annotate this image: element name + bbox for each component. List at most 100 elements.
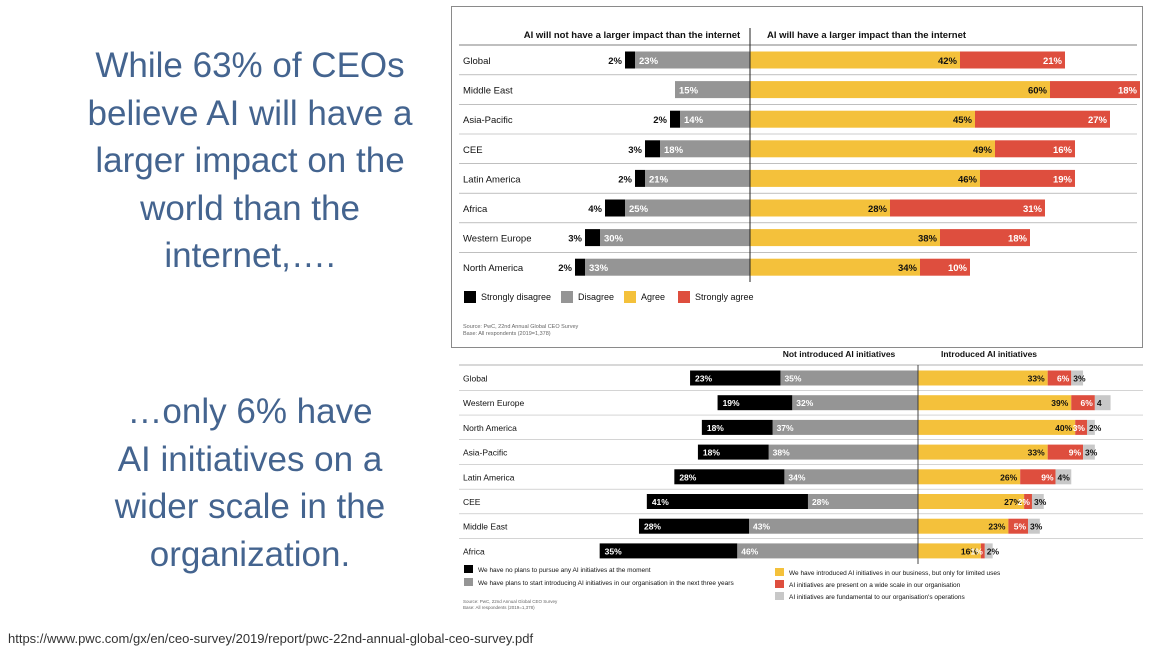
chart-1-bar-agree — [750, 51, 960, 69]
chart-2-bar-no-plans — [701, 419, 773, 435]
chart-1-bar-strongly-agree — [940, 229, 1030, 247]
chart-2-bar-plans — [772, 419, 918, 435]
chart-2-label-no-plans: 18% — [703, 448, 720, 458]
chart-2-label-no-plans: 19% — [723, 398, 740, 408]
chart-2-bar-fundamental — [984, 543, 993, 559]
chart-2-label-no-plans: 41% — [652, 497, 669, 507]
chart-2-bar-fundamental — [1028, 518, 1040, 534]
chart-2-bar-fundamental — [1071, 370, 1084, 386]
chart-2-bar-fundamental — [1031, 494, 1044, 509]
chart-1-label-strongly-agree: 18% — [1118, 86, 1138, 97]
chart-1-bar-strongly-agree — [995, 140, 1075, 158]
chart-2-label-plans: 38% — [773, 448, 790, 458]
chart-2-legend-swatch — [775, 580, 784, 588]
chart-2-bar-fundamental — [1083, 444, 1095, 460]
chart-1-label-strongly-agree: 19% — [1053, 174, 1073, 185]
chart-2-label-fundamental: 4 — [1097, 398, 1102, 408]
chart-2-label-plans: 37% — [777, 423, 794, 433]
chart-2-label-fundamental: 4% — [1058, 472, 1071, 482]
chart-2-label-wide-scale: 2% — [1018, 497, 1031, 507]
headline-line: world than the — [140, 188, 360, 228]
chart-2-bar-wide-scale — [1024, 494, 1032, 509]
chart-1-legend-swatch — [678, 291, 690, 303]
source-url[interactable]: https://www.pwc.com/gx/en/ceo-survey/201… — [8, 631, 534, 646]
chart-2-label-no-plans: 28% — [644, 522, 661, 532]
chart-2-bar-limited — [918, 518, 1009, 534]
chart-2-bar-wide-scale — [1075, 419, 1087, 435]
chart-2-category-label: North America — [463, 423, 517, 433]
chart-1-legend-label: Agree — [641, 292, 665, 302]
chart-1-label-agree: 45% — [953, 115, 973, 126]
chart-2-bar-fundamental — [1086, 419, 1095, 435]
chart-2-label-wide-scale: 9% — [1069, 448, 1082, 458]
chart-1-bar-strongly-disagree — [670, 110, 680, 128]
chart-2-bar-plans — [768, 444, 918, 460]
chart-1-label-strongly-agree: 16% — [1053, 145, 1073, 156]
chart-2-label-wide-scale: 6% — [1081, 398, 1094, 408]
chart-2-label-fundamental: 3% — [1030, 522, 1043, 532]
chart-2-category-label: Latin America — [463, 472, 515, 482]
headline-line: …only 6% have — [127, 392, 373, 431]
chart-2-label-fundamental: 2% — [987, 546, 1000, 556]
chart-2-label-no-plans: 28% — [679, 472, 696, 482]
chart-1-legend-swatch — [624, 291, 636, 303]
chart-2-label-wide-scale: 3% — [1073, 423, 1086, 433]
chart-1-label-disagree: 33% — [589, 263, 609, 274]
chart-2-label-limited: 16% — [961, 546, 978, 556]
chart-1-bar-agree — [750, 140, 995, 158]
chart-1-label-agree: 60% — [1028, 86, 1048, 97]
chart-1-legend-label: Strongly disagree — [481, 292, 551, 302]
headline-line: organization. — [149, 534, 351, 574]
chart-1-label-strongly-disagree: 3% — [628, 145, 642, 156]
chart-2-legend-label: AI initiatives are fundamental to our or… — [789, 594, 966, 601]
chart-2-label-limited: 33% — [1028, 374, 1045, 384]
chart-2-bar-no-plans — [674, 469, 785, 485]
chart-2-label-limited: 23% — [988, 522, 1005, 532]
chart-1-label-strongly-disagree: 4% — [588, 204, 602, 215]
chart-1-bar-agree — [750, 169, 980, 187]
chart-2-bar-no-plans — [697, 444, 769, 460]
chart-2-label-plans: 46% — [741, 546, 758, 556]
chart-2-bar-no-plans — [646, 494, 808, 509]
chart-1-bar-strongly-agree — [980, 169, 1075, 187]
chart-1-label-disagree: 25% — [629, 204, 649, 215]
chart-1-bar-disagree — [625, 199, 750, 217]
chart-2-bar-wide-scale — [980, 543, 985, 559]
chart-1-category-label: Asia-Pacific — [463, 115, 513, 126]
chart-2-label-plans: 32% — [796, 398, 813, 408]
chart-1-label-disagree: 18% — [664, 145, 684, 156]
headline-line: larger impact on the — [95, 141, 405, 180]
chart-2-bar-limited — [918, 494, 1025, 509]
chart-2-legend-swatch — [464, 565, 473, 573]
chart-1-label-strongly-agree: 21% — [1043, 56, 1063, 67]
chart-2-label-plans: 34% — [788, 472, 805, 482]
chart-2-label-wide-scale: 6% — [1057, 374, 1070, 384]
chart-2-source: Source: PwC, 22nd Annual Global CEO Surv… — [463, 599, 558, 604]
chart-2-legend-label: We have no plans to pursue any AI initia… — [478, 567, 651, 574]
chart-1-bar-strongly-agree — [975, 110, 1110, 128]
chart-1-label-agree: 46% — [958, 174, 978, 185]
chart-1-label-agree: 38% — [918, 234, 938, 245]
chart-1-label-agree: 49% — [973, 145, 993, 156]
chart-1-label-strongly-disagree: 2% — [653, 115, 667, 126]
chart-2-label-limited: 39% — [1051, 398, 1068, 408]
chart-1-bar-strongly-disagree — [645, 140, 660, 158]
chart-2-bar-plans — [784, 469, 918, 485]
chart-2-label-limited: 26% — [1000, 472, 1017, 482]
chart-1-bar-disagree — [660, 140, 750, 158]
chart-1-bar-disagree — [585, 258, 750, 276]
chart-2-bar-plans — [780, 370, 918, 386]
chart-1-label-strongly-agree: 27% — [1088, 115, 1108, 126]
headline-line: internet,…. — [164, 236, 336, 275]
chart-2-label-fundamental: 3% — [1085, 448, 1098, 458]
chart-1-label-disagree: 14% — [684, 115, 704, 126]
chart-2-label-plans: 35% — [784, 374, 801, 384]
chart-1-bar-agree — [750, 258, 920, 276]
chart-1-label-strongly-agree: 10% — [948, 263, 968, 274]
chart-1-bar-strongly-disagree — [575, 258, 585, 276]
chart-2-label-limited: 27% — [1004, 497, 1021, 507]
chart-2-bar-wide-scale — [1047, 370, 1072, 386]
chart-1-label-agree: 42% — [938, 56, 958, 67]
chart-2-label-plans: 43% — [753, 522, 770, 532]
chart-1-category-label: Western Europe — [463, 234, 531, 245]
